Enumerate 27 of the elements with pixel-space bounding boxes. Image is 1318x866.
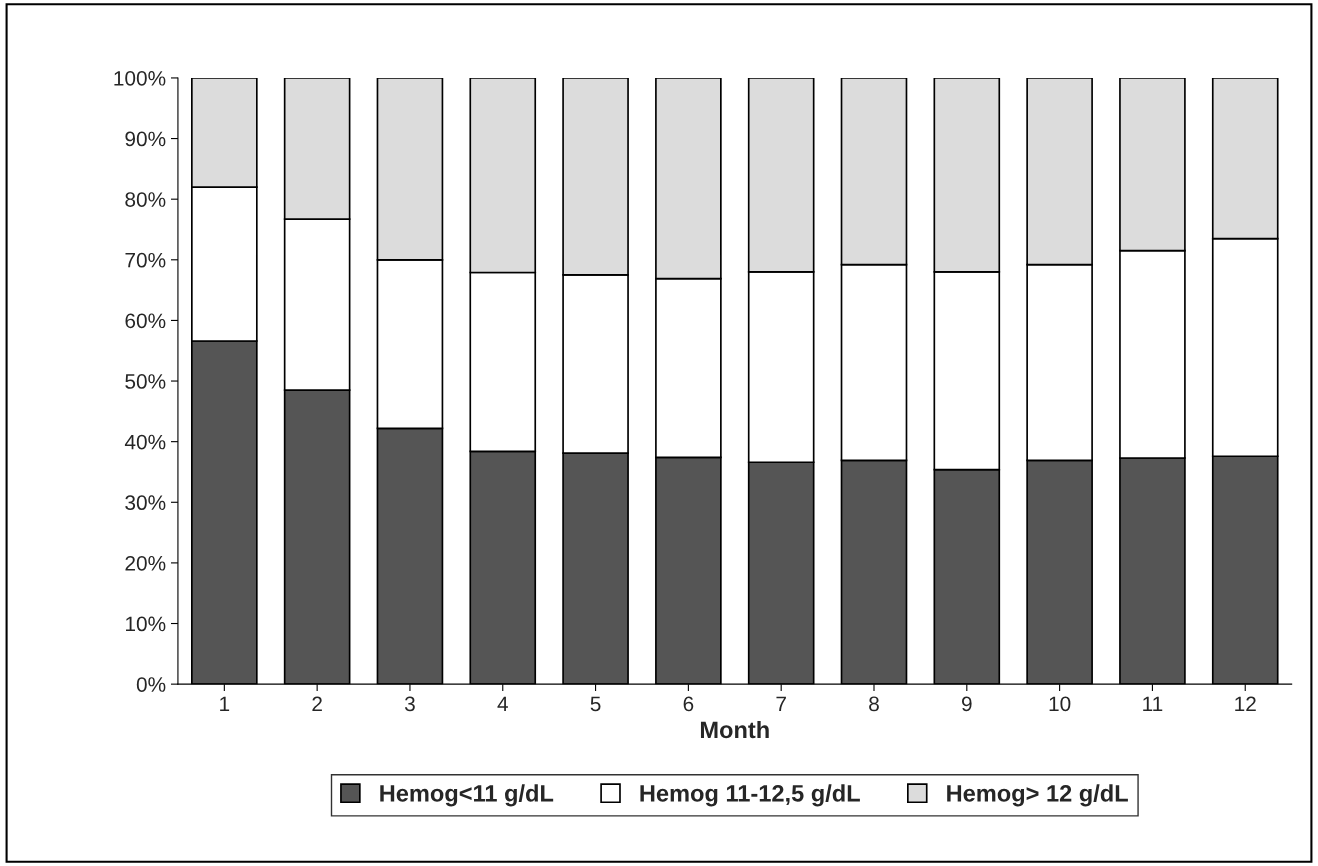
x-tick-label: 2 xyxy=(312,696,322,712)
y-tick-label: 40% xyxy=(124,434,166,450)
x-axis-title: Month xyxy=(700,720,769,739)
y-tick-label: 70% xyxy=(125,252,166,268)
x-tick-label: 8 xyxy=(869,696,879,712)
y-tick-label: 100% xyxy=(114,70,166,86)
x-tick-label: 9 xyxy=(961,696,972,712)
y-tick-label: 80% xyxy=(125,192,166,207)
x-tick-label: 6 xyxy=(683,696,694,712)
x-tick-label: 5 xyxy=(590,696,601,712)
y-tick-label: 60% xyxy=(125,313,166,329)
x-tick-label: 12 xyxy=(1235,696,1256,712)
x-tick-label: 7 xyxy=(776,696,786,712)
x-tick-label: 3 xyxy=(404,696,415,712)
y-tick-label: 30% xyxy=(125,495,166,511)
x-tick-label: 1 xyxy=(220,696,230,712)
y-tick-label: 90% xyxy=(125,131,166,147)
legend-label: Hemog> 12 g/dL xyxy=(947,784,1128,807)
y-tick-label: 10% xyxy=(126,616,166,632)
y-tick-label: 20% xyxy=(125,555,166,571)
legend-label: Hemog<11 g/dL xyxy=(380,784,554,807)
y-tick-label: 0% xyxy=(136,677,166,692)
y-tick-label: 50% xyxy=(125,374,166,389)
x-tick-label: 4 xyxy=(497,696,508,712)
x-tick-label: 11 xyxy=(1143,696,1163,712)
legend-label: Hemog 11-12,5 g/dL xyxy=(640,784,860,807)
x-tick-label: 10 xyxy=(1049,696,1071,712)
